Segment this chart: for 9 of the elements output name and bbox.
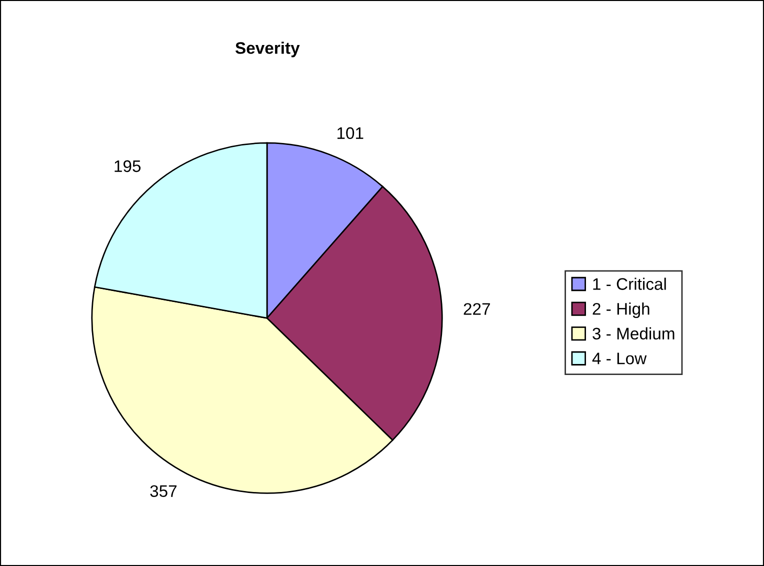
legend-label: 3 - Medium <box>592 327 674 340</box>
data-label: 227 <box>464 303 490 315</box>
legend-label: 2 - High <box>592 302 650 318</box>
legend-label: 4 - Low <box>592 352 647 364</box>
data-label: 195 <box>114 160 141 172</box>
chart-title: Severity <box>235 42 300 58</box>
legend-label: 1 - Critical <box>593 278 666 290</box>
data-label: 357 <box>150 485 177 497</box>
data-label: 101 <box>337 127 364 140</box>
